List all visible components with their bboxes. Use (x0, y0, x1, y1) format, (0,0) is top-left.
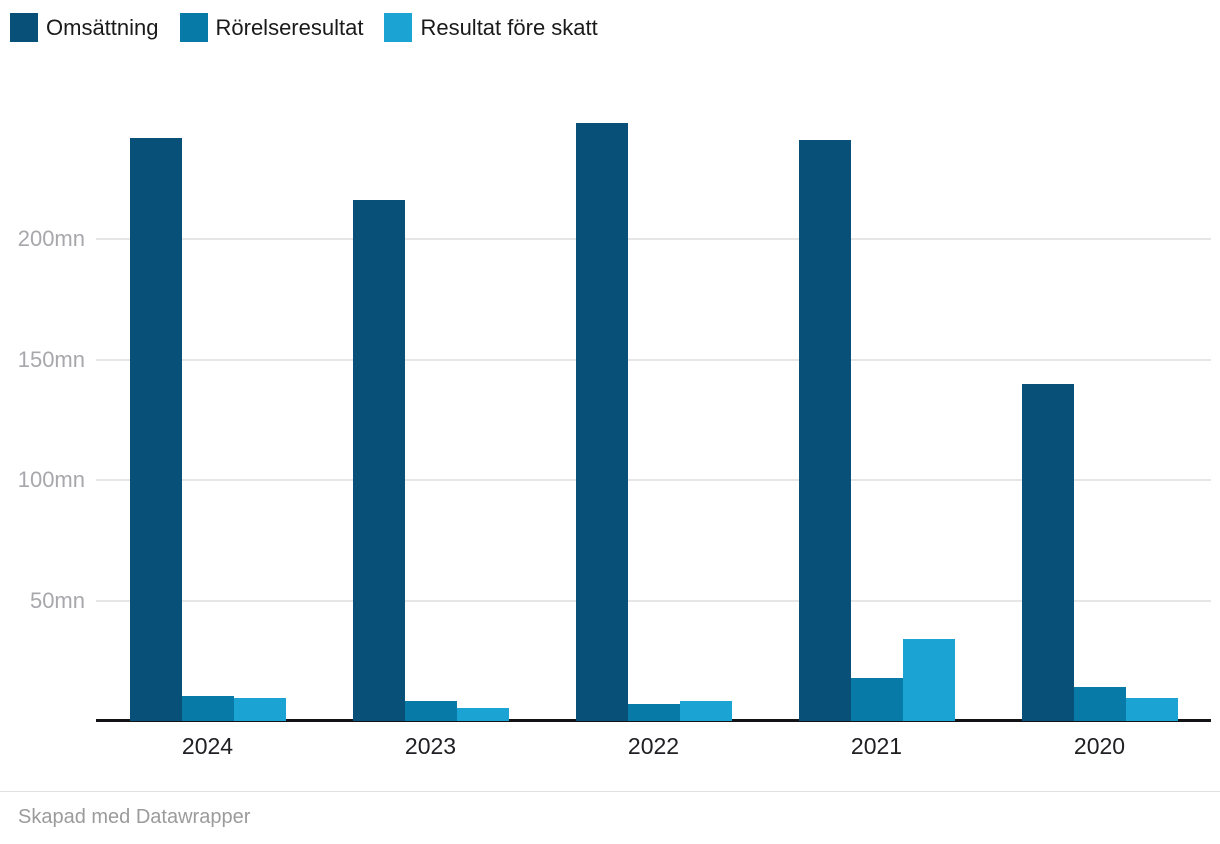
legend-item: Rörelseresultat (179, 13, 364, 42)
datawrapper-credit[interactable]: Skapad med Datawrapper (18, 806, 251, 828)
bar-2023-r-relseresultat[interactable] (404, 700, 457, 721)
y-tick-label: 50mn (29, 587, 85, 613)
x-tick-label: 2020 (1073, 733, 1126, 759)
bar-2024-resultat-f-re-skatt[interactable] (233, 698, 286, 721)
bar-2020-oms-ttning[interactable] (1021, 383, 1074, 721)
bar-2024-r-relseresultat[interactable] (181, 695, 234, 721)
bar-2022-r-relseresultat[interactable] (627, 704, 680, 721)
legend-label: Resultat före skatt (420, 14, 598, 40)
y-tick-label: 100mn (17, 467, 85, 492)
bar-2022-resultat-f-re-skatt[interactable] (679, 700, 732, 721)
legend: Omsättning Rörelseresultat Resultat före s… (10, 13, 598, 42)
bar-2023-oms-ttning[interactable] (352, 200, 405, 721)
x-tick-label: 2023 (404, 733, 457, 759)
x-tick-label: 2024 (181, 733, 234, 759)
legend-item: Omsättning (10, 13, 159, 42)
bar-2023-resultat-f-re-skatt[interactable] (456, 707, 509, 721)
bar-2020-resultat-f-re-skatt[interactable] (1125, 698, 1178, 721)
footer-divider (0, 791, 1220, 792)
legend-swatch-icon (10, 13, 38, 42)
y-tick-label: 150mn (17, 346, 85, 372)
bar-2021-resultat-f-re-skatt[interactable] (902, 639, 955, 721)
bar-2020-r-relseresultat[interactable] (1073, 687, 1126, 721)
x-tick-label: 2021 (850, 733, 903, 759)
bar-2022-oms-ttning[interactable] (575, 123, 628, 721)
gridline (96, 599, 1211, 602)
legend-swatch-icon (384, 13, 413, 42)
gridline (96, 358, 1211, 361)
legend-label: Omsättning (46, 14, 159, 40)
bar-2024-oms-ttning[interactable] (129, 137, 182, 721)
legend-label: Rörelseresultat (215, 14, 364, 40)
bar-2021-oms-ttning[interactable] (798, 140, 851, 721)
legend-swatch-icon (179, 13, 208, 42)
y-tick-label: 200mn (17, 226, 85, 251)
gridline (96, 479, 1211, 481)
legend-item: Resultat före skatt (384, 13, 598, 42)
bar-2021-r-relseresultat[interactable] (850, 677, 903, 721)
x-tick-label: 2022 (627, 733, 680, 759)
gridline (96, 238, 1211, 240)
